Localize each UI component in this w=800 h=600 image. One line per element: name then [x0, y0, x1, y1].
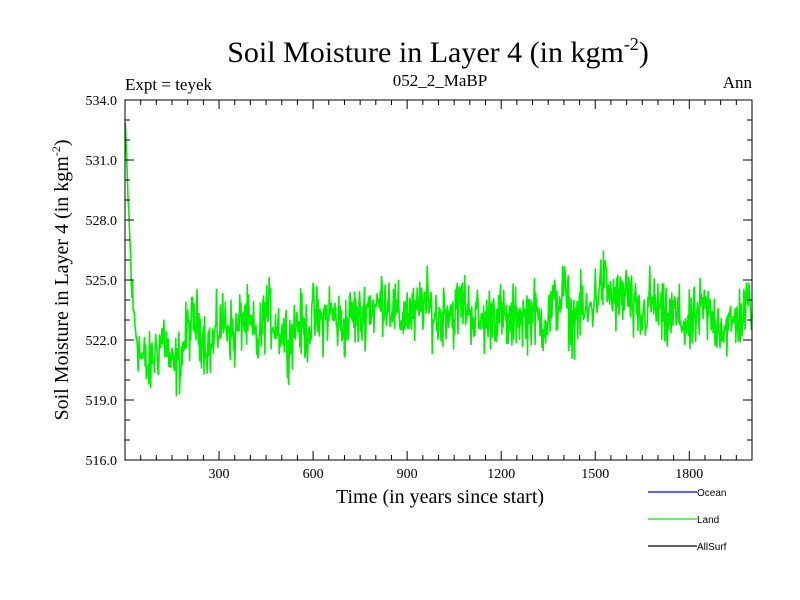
series-group	[124, 122, 753, 397]
x-tick-label: 600	[303, 467, 324, 482]
ticks-group: 300 600 900 1200 1500 1800 516.0 519.0 522.0 525.…	[86, 94, 752, 482]
x-tick-label: 1800	[675, 467, 703, 482]
x-tick-label: 1200	[487, 467, 515, 482]
x-axis-label: Time (in years since start)	[336, 486, 544, 508]
y-tick-label: 534.0	[86, 94, 118, 109]
period-label: Ann	[723, 73, 753, 92]
experiment-id: 052_2_MaBP	[393, 71, 487, 90]
legend-label-land: Land	[697, 515, 719, 526]
x-tick-label: 900	[397, 467, 418, 482]
y-tick-label: 528.0	[86, 214, 118, 229]
y-tick-label: 519.0	[86, 394, 118, 409]
y-tick-label: 525.0	[86, 274, 118, 289]
legend: Ocean Land AllSurf	[648, 488, 727, 553]
series-line-land	[124, 122, 753, 397]
y-tick-label: 516.0	[86, 454, 118, 469]
experiment-label: Expt = teyek	[125, 75, 213, 94]
chart-title: Soil Moisture in Layer 4 (in kgm-2)	[227, 34, 649, 69]
y-axis-label: Soil Moisture in Layer 4 (in kgm-2)	[49, 139, 73, 420]
plot-frame	[124, 99, 753, 461]
legend-label-allsurf: AllSurf	[697, 542, 727, 553]
legend-label-ocean: Ocean	[697, 488, 726, 499]
y-tick-label: 522.0	[86, 334, 118, 349]
y-tick-label: 531.0	[86, 154, 118, 169]
x-tick-label: 1500	[581, 467, 609, 482]
x-tick-label: 300	[209, 467, 230, 482]
